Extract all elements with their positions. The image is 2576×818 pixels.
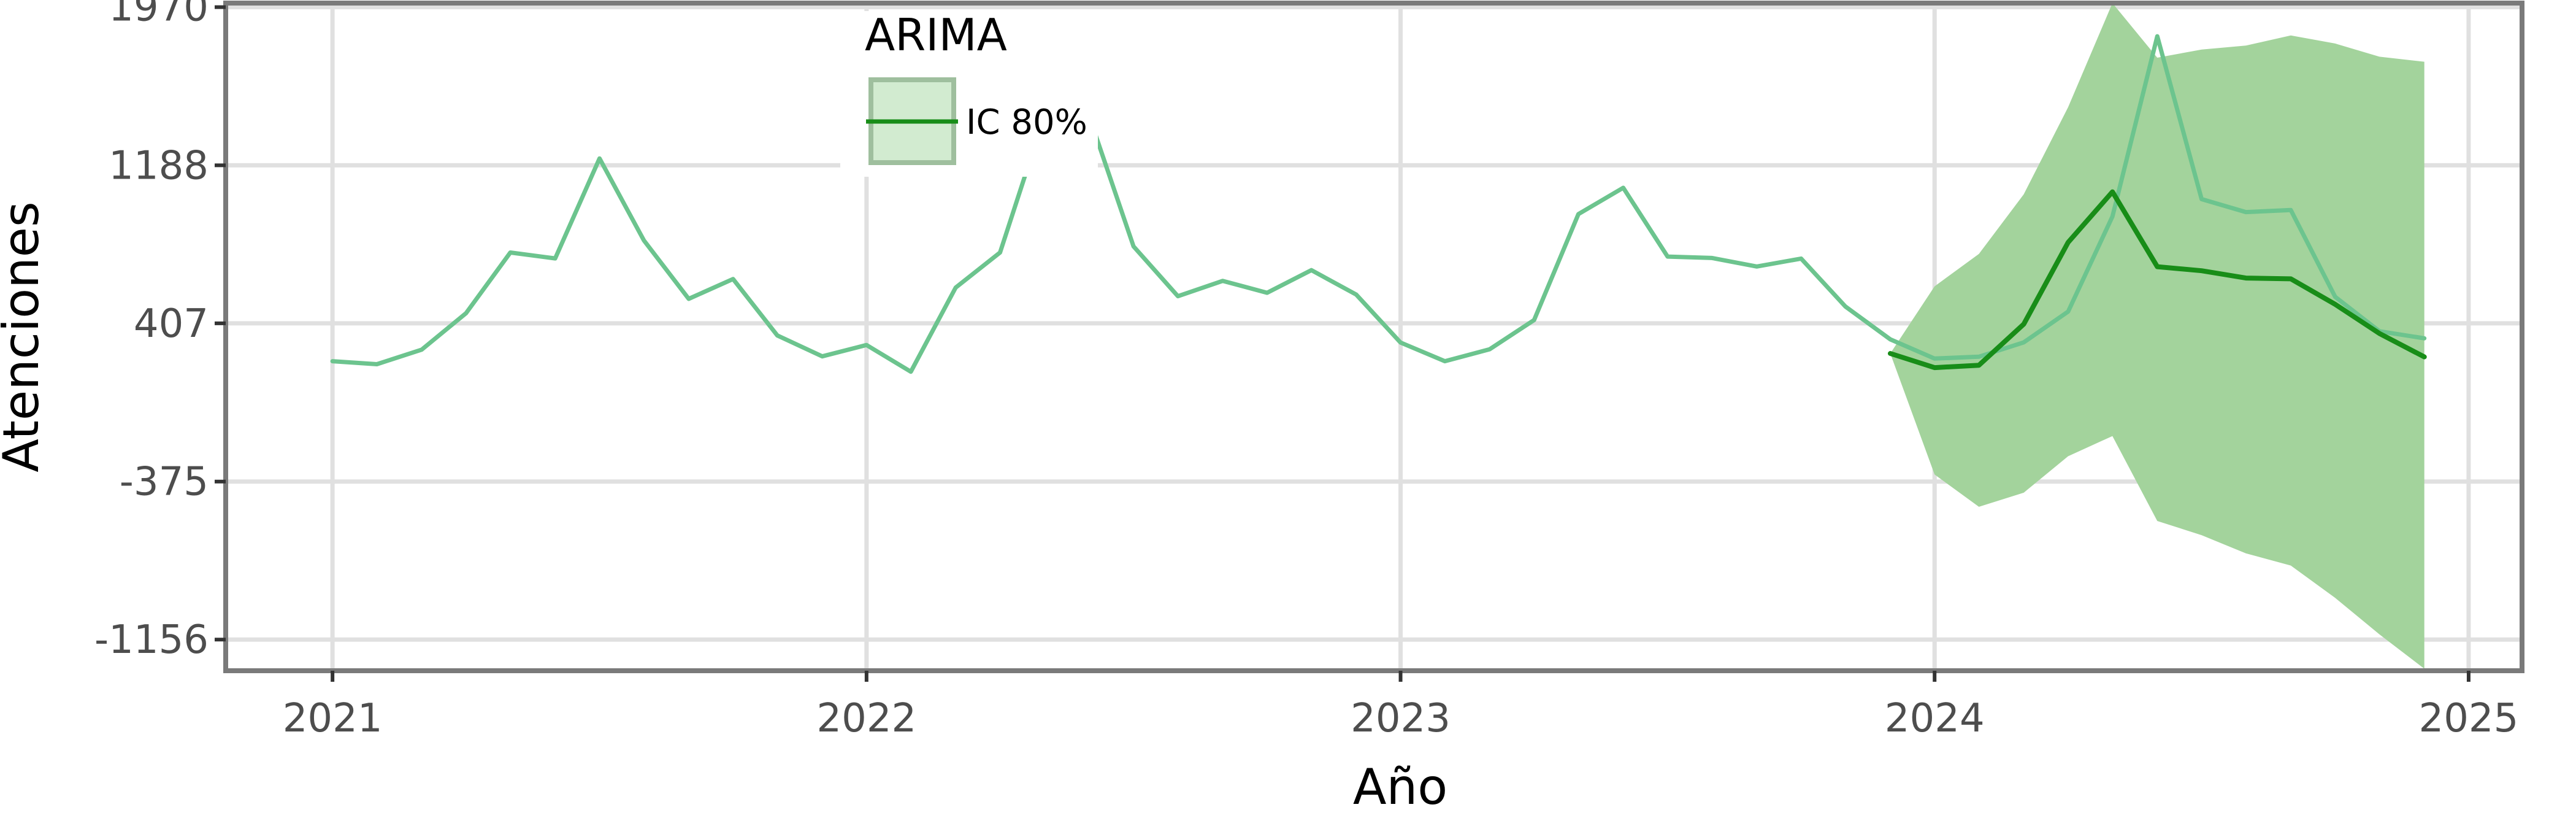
observed-series-line [330, 34, 2427, 374]
y-axis-title: Atenciones [0, 201, 50, 472]
y-tick-label: 1188 [109, 143, 209, 188]
x-tick-label: 2021 [283, 696, 383, 741]
y-tick-label: -1156 [94, 617, 209, 663]
legend-title: ARIMA [865, 9, 1007, 61]
x-axis-ticks: 2021 2022 2023 2024 2025 [283, 671, 2518, 741]
x-tick-label: 2022 [816, 696, 916, 741]
legend: ARIMA IC 80% [840, 9, 1098, 177]
legend-label-ic80: IC 80% [966, 102, 1087, 142]
confidence-band-ic80 [1890, 3, 2425, 669]
x-axis-title: Año [1353, 758, 1447, 816]
y-tick-label: -375 [120, 460, 209, 505]
x-tick-label: 2023 [1351, 696, 1451, 741]
y-tick-label: 1970 [109, 0, 209, 31]
series-layer [330, 34, 2427, 374]
x-tick-label: 2024 [1885, 696, 1985, 741]
panel-border [223, 1, 2524, 673]
grid [226, 3, 2522, 671]
y-axis-ticks: -1156 -375 407 1188 1970 [94, 0, 226, 663]
x-tick-label: 2025 [2418, 696, 2518, 741]
forecast-series-line [1888, 189, 2427, 371]
confidence-band-layer [1890, 3, 2425, 669]
y-tick-label: 407 [134, 301, 209, 347]
